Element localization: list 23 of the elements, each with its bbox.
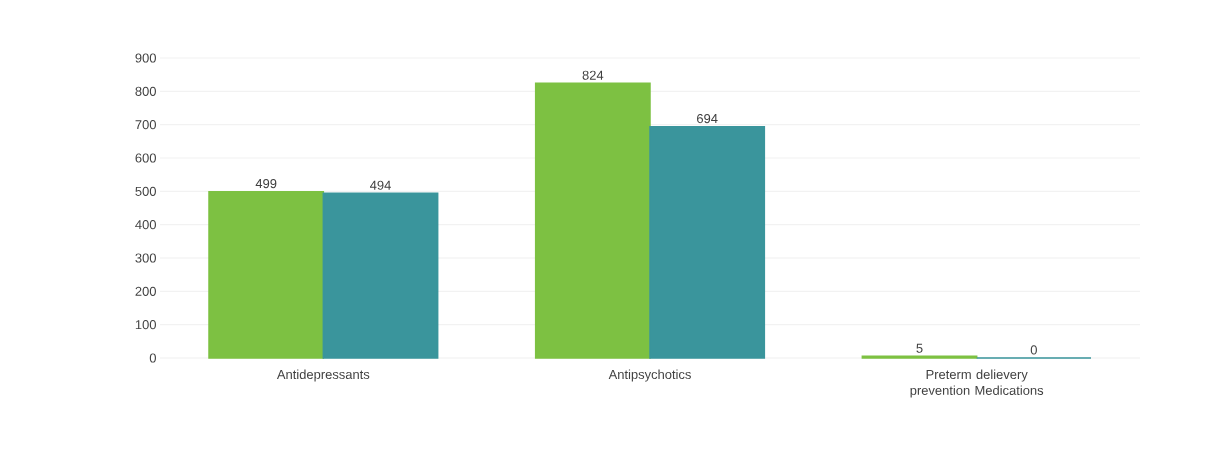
y-tick-label: 900 [135,53,156,63]
y-tick-label: 400 [135,220,156,230]
bar [534,82,651,359]
x-tick-label: Antipsychotics [608,369,691,382]
data-label: 0 [1030,345,1037,355]
y-tick-label: 300 [135,253,156,263]
y-tick-label: 200 [135,286,156,296]
y-tick-label: 500 [135,186,156,196]
bar [208,190,325,359]
y-tick-label: 0 [149,353,156,363]
data-label: 499 [255,178,277,189]
bar [649,125,766,359]
y-tick-label: 800 [135,86,156,96]
data-label: 5 [916,343,923,353]
x-tick-label: Preterm delievery prevention Medications [910,369,1044,398]
y-tick-label: 700 [135,120,156,130]
data-label: 694 [697,113,718,124]
data-label: 824 [582,70,604,80]
data-label: 494 [370,180,391,190]
y-tick-label: 600 [135,153,156,163]
x-tick-label: Antidepressants [276,369,370,382]
bar [322,192,439,359]
y-tick-label: 100 [135,320,156,330]
